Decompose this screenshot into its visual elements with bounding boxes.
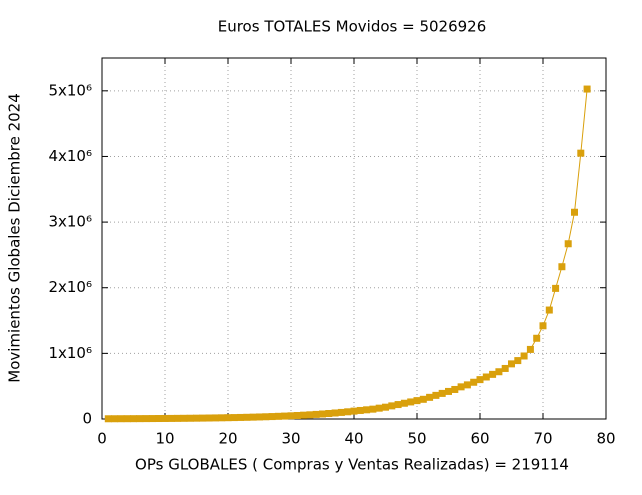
- data-point: [281, 412, 289, 420]
- data-point: [274, 412, 282, 420]
- data-point: [262, 413, 270, 421]
- data-point: [495, 368, 503, 376]
- data-point: [552, 284, 560, 292]
- data-point: [300, 411, 308, 419]
- data-point: [237, 413, 245, 421]
- data-point: [369, 405, 377, 413]
- data-point: [325, 410, 333, 418]
- x-tick-label: 10: [155, 430, 174, 448]
- data-point: [445, 387, 452, 395]
- data-point: [520, 352, 528, 360]
- data-point: [539, 322, 547, 330]
- data-point: [382, 403, 389, 411]
- data-point: [526, 345, 534, 353]
- data-point: [463, 381, 471, 389]
- data-point: [350, 407, 358, 415]
- data-point: [306, 411, 314, 419]
- y-tick-label: 0: [82, 410, 92, 428]
- data-point: [243, 413, 251, 421]
- data-point: [571, 208, 578, 216]
- data-point: [256, 413, 263, 421]
- data-point: [533, 334, 541, 342]
- y-tick-label: 4x10⁶: [48, 147, 92, 165]
- data-point: [344, 408, 352, 416]
- x-tick-label: 50: [407, 430, 426, 448]
- data-point: [489, 370, 497, 378]
- data-point: [287, 412, 295, 420]
- data-point: [451, 385, 459, 393]
- data-point: [117, 415, 125, 423]
- y-tick-label: 5x10⁶: [48, 81, 92, 99]
- data-point: [476, 376, 484, 384]
- data-point: [419, 395, 427, 403]
- data-point: [193, 414, 200, 422]
- data-point: [356, 406, 364, 414]
- data-point: [545, 306, 553, 314]
- x-tick-label: 0: [97, 430, 107, 448]
- data-point: [426, 393, 434, 401]
- chart-title: Euros TOTALES Movidos = 5026926: [218, 18, 487, 36]
- data-point: [501, 364, 509, 372]
- data-point: [111, 415, 119, 423]
- x-axis-label: OPs GLOBALES ( Compras y Ventas Realizad…: [135, 456, 569, 474]
- x-tick-label: 60: [470, 430, 489, 448]
- data-point: [104, 415, 112, 423]
- data-point: [180, 414, 188, 422]
- data-point: [268, 413, 276, 421]
- data-point: [514, 357, 522, 365]
- data-point: [363, 406, 371, 414]
- data-point: [583, 85, 591, 93]
- data-point: [319, 410, 326, 418]
- x-tick-label: 30: [281, 430, 300, 448]
- data-point: [293, 412, 301, 420]
- data-point: [482, 373, 490, 381]
- data-point: [564, 240, 572, 248]
- data-point: [142, 415, 150, 423]
- data-point: [136, 415, 144, 423]
- data-point: [432, 391, 440, 399]
- data-point: [161, 414, 169, 422]
- data-point: [337, 408, 345, 416]
- data-point: [205, 414, 213, 422]
- data-point: [211, 414, 219, 422]
- data-point: [123, 415, 131, 423]
- data-point: [331, 409, 339, 417]
- data-point: [230, 414, 238, 422]
- data-point: [312, 410, 320, 418]
- x-tick-label: 40: [344, 430, 363, 448]
- data-point: [130, 415, 137, 423]
- data-point: [186, 414, 194, 422]
- x-tick-label: 70: [533, 430, 552, 448]
- y-axis-label: Movimientos Globales Diciembre 2024: [6, 93, 24, 382]
- data-point: [199, 414, 207, 422]
- data-point: [224, 414, 232, 422]
- data-point: [508, 360, 515, 368]
- y-tick-label: 3x10⁶: [48, 213, 92, 231]
- data-point: [438, 389, 446, 397]
- data-point: [388, 402, 396, 410]
- y-tick-label: 1x10⁶: [48, 344, 92, 362]
- y-tick-label: 2x10⁶: [48, 278, 92, 296]
- data-point: [400, 399, 408, 407]
- plot-frame: [101, 57, 607, 420]
- data-point: [457, 383, 465, 391]
- data-point: [413, 397, 421, 405]
- data-point: [249, 413, 257, 421]
- data-point: [394, 401, 402, 409]
- data-point: [148, 415, 156, 423]
- data-point: [407, 398, 415, 406]
- data-point: [167, 414, 175, 422]
- data-point: [174, 414, 182, 422]
- data-point: [218, 414, 226, 422]
- x-tick-label: 80: [596, 430, 615, 448]
- data-point: [558, 263, 566, 271]
- data-point: [155, 415, 163, 423]
- data-point: [470, 378, 478, 386]
- data-point: [375, 404, 383, 412]
- x-tick-label: 20: [218, 430, 237, 448]
- data-point: [577, 149, 585, 157]
